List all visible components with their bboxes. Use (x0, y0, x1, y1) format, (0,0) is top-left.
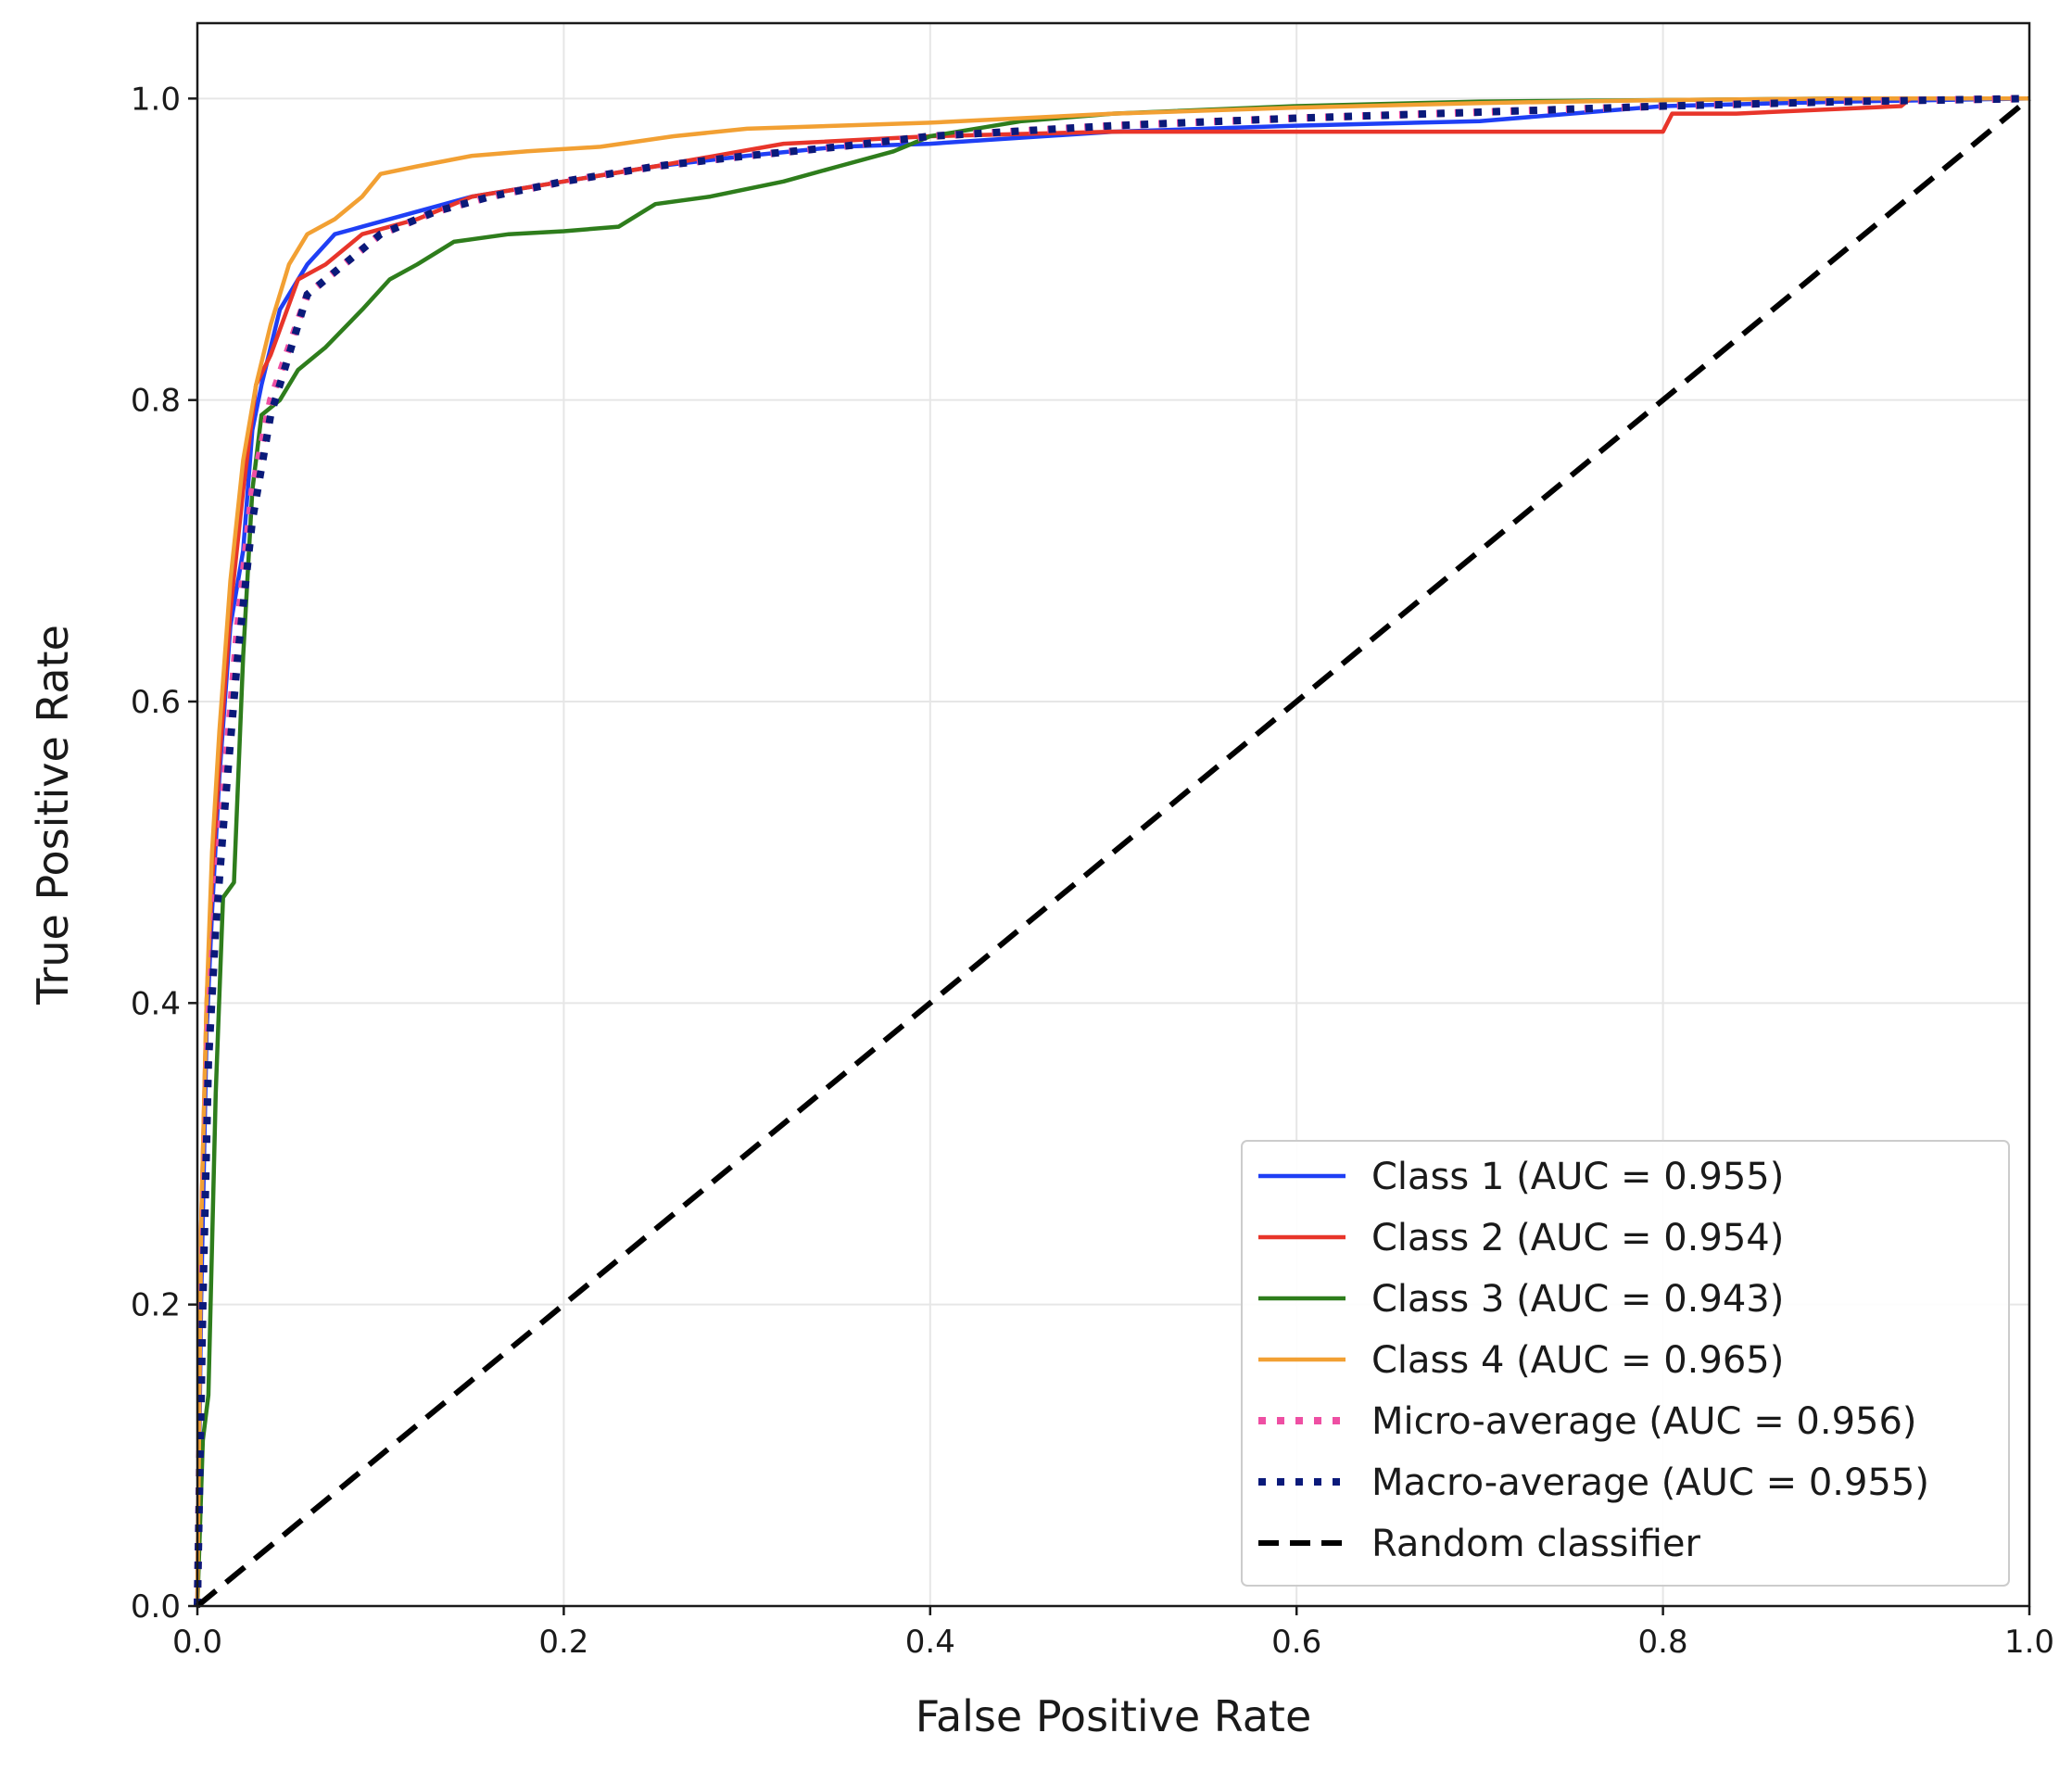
x-tick-label-2: 0.4 (905, 1624, 955, 1661)
legend-label-5: Micro-average (AUC = 0.956) (1371, 1400, 1917, 1443)
y-axis-title: True Positive Rate (28, 625, 78, 1006)
legend-label-1: Class 1 (AUC = 0.955) (1371, 1156, 1784, 1198)
y-tick-label-3: 0.6 (131, 684, 181, 721)
x-tick-label-3: 0.6 (1271, 1624, 1321, 1661)
y-tick-label-4: 0.8 (131, 383, 181, 420)
axis-ticks: 0.0 0.2 0.4 0.6 0.8 1.0 0.0 0.2 0.4 0.6 0.8 1.0 (131, 81, 2054, 1661)
legend: Class 1 (AUC = 0.955) Class 2 (AUC = 0.95… (1241, 1140, 2010, 1587)
series-line-6 (194, 95, 2030, 1607)
x-tick-label-0: 0.0 (172, 1624, 222, 1661)
y-tick-label-5: 1.0 (131, 81, 181, 118)
legend-label-4: Class 4 (AUC = 0.965) (1371, 1339, 1784, 1382)
y-tick-label-2: 0.4 (131, 985, 181, 1022)
series-line-7 (196, 95, 2031, 1609)
x-axis-title: False Positive Rate (916, 1691, 1312, 1741)
plot-frame (196, 21, 2031, 1608)
legend-label-2: Class 2 (AUC = 0.954) (1371, 1217, 1784, 1259)
legend-label-3: Class 3 (AUC = 0.943) (1371, 1278, 1784, 1321)
y-tick-label-1: 0.2 (131, 1287, 181, 1324)
legend-label-7: Random classifier (1371, 1523, 1701, 1565)
grid-lines (196, 23, 2030, 1607)
legend-label-6: Macro-average (AUC = 0.955) (1371, 1461, 1929, 1504)
y-tick-label-0: 0.0 (131, 1588, 181, 1626)
series-line-4 (195, 96, 2029, 1607)
x-tick-label-5: 1.0 (2004, 1624, 2054, 1661)
x-tick-label-4: 0.8 (1638, 1624, 1688, 1661)
plot-series (194, 95, 2031, 1609)
x-tick-label-1: 0.2 (538, 1624, 588, 1661)
legend-box (1241, 1140, 2010, 1587)
series-line-2 (195, 96, 2029, 1607)
